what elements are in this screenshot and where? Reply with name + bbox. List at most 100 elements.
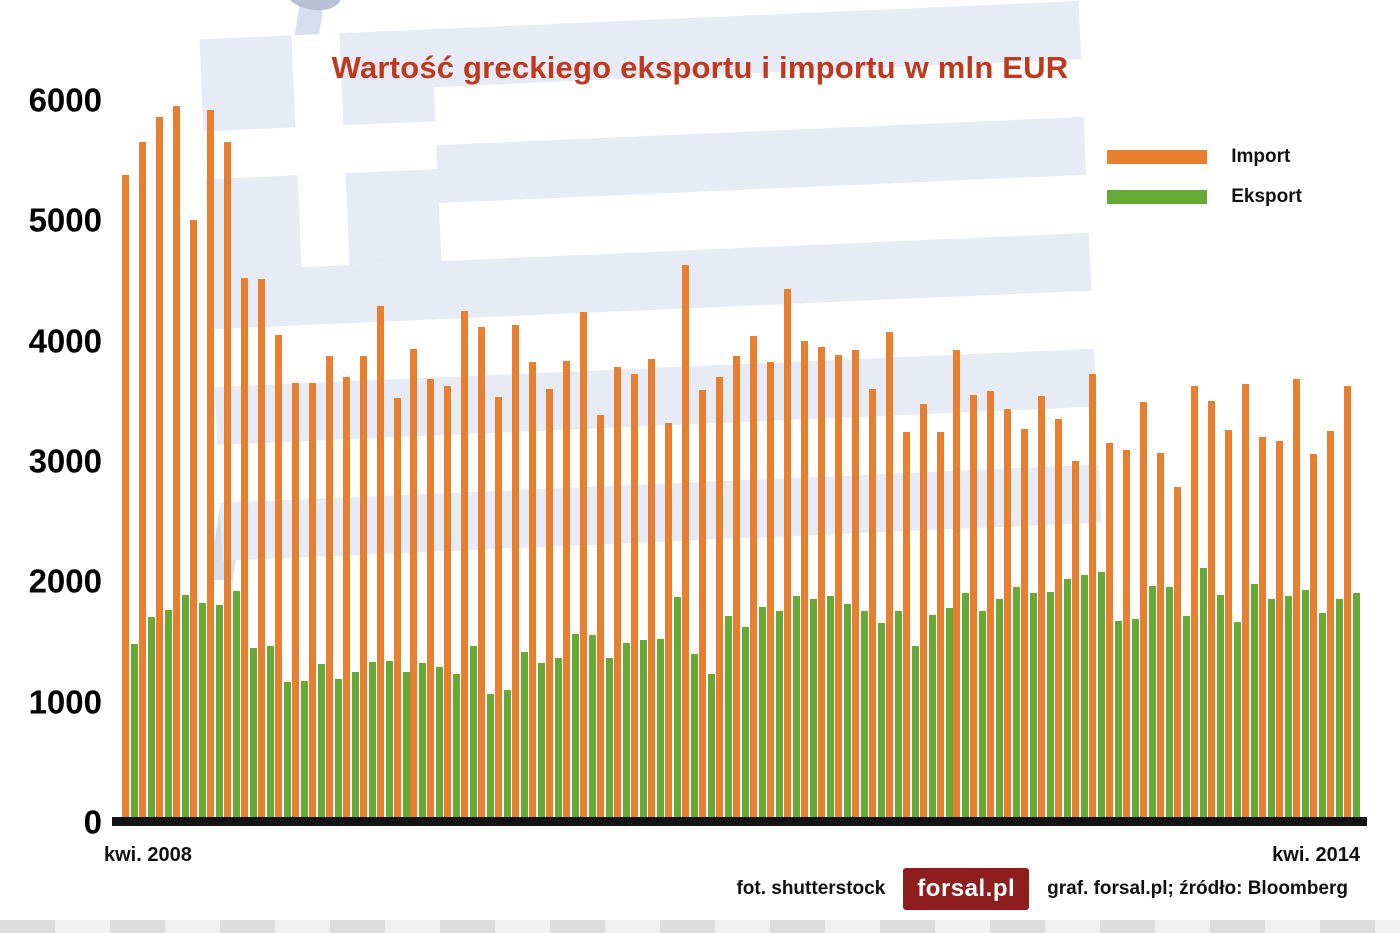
- bar-group: [138, 100, 155, 822]
- eksport-swatch: [1107, 190, 1208, 204]
- graphic-credit: graf. forsal.pl; źródło: Bloomberg: [1047, 878, 1348, 899]
- bar-group: [834, 100, 851, 822]
- export-bar: [1250, 583, 1258, 822]
- export-bar: [249, 647, 257, 822]
- import-bar: [393, 398, 401, 822]
- bar-group: [1123, 100, 1140, 822]
- bar-group: [648, 100, 665, 822]
- y-tick-label: 3000: [28, 442, 102, 480]
- footer-credits: fot. shutterstock forsal.pl graf. forsal…: [736, 868, 1348, 910]
- bar-group: [427, 100, 444, 822]
- export-bar: [758, 606, 766, 822]
- import-bar: [257, 279, 265, 822]
- bar-group: [529, 100, 546, 822]
- bar-group: [851, 100, 868, 822]
- import-bar: [1292, 379, 1300, 822]
- export-bar: [1200, 568, 1208, 822]
- y-tick-label: 0: [83, 803, 102, 841]
- import-bar: [1004, 409, 1012, 822]
- bar-group: [597, 100, 614, 822]
- export-bar: [131, 643, 138, 822]
- import-bar: [1241, 384, 1249, 822]
- export-bar: [707, 674, 715, 822]
- bar-group: [393, 100, 410, 822]
- export-bar: [928, 615, 936, 822]
- export-bar: [843, 604, 851, 822]
- bar-group: [580, 100, 597, 822]
- import-bar: [1157, 452, 1165, 822]
- export-bar: [860, 611, 868, 822]
- bar-group: [274, 100, 291, 822]
- import-bar: [783, 288, 791, 822]
- eksport-legend-label: Eksport: [1231, 186, 1302, 207]
- import-bar: [834, 355, 842, 822]
- export-bar: [1081, 575, 1089, 822]
- bar-group: [206, 100, 223, 822]
- bar-group: [614, 100, 631, 822]
- import-bar: [597, 415, 605, 822]
- export-bar: [979, 611, 987, 822]
- export-bar: [1149, 586, 1157, 822]
- bar-group: [376, 100, 393, 822]
- forsal-logo: forsal.pl: [903, 868, 1030, 910]
- export-bar: [1013, 587, 1021, 822]
- bar-group: [461, 100, 478, 822]
- bar-group: [715, 100, 732, 822]
- bar-group: [919, 100, 936, 822]
- bottom-photo-strip: [0, 920, 1400, 933]
- bar-group: [783, 100, 800, 822]
- bar-group: [681, 100, 698, 822]
- import-bar: [902, 432, 910, 822]
- export-bar: [470, 646, 478, 822]
- import-bar: [1089, 374, 1097, 822]
- export-bar: [809, 599, 817, 822]
- import-bar: [359, 356, 367, 822]
- export-bar: [232, 590, 240, 822]
- import-bar: [206, 109, 214, 822]
- import-bar: [376, 305, 384, 822]
- import-bar: [1106, 442, 1114, 822]
- import-bar: [1258, 436, 1266, 822]
- bar-group: [631, 100, 648, 822]
- import-bar: [987, 391, 995, 822]
- y-tick-label: 5000: [28, 201, 102, 239]
- import-bar: [698, 390, 706, 822]
- bar-group: [953, 100, 970, 822]
- export-bar: [674, 596, 681, 822]
- export-bar: [300, 681, 308, 822]
- y-axis: 0 1000 2000 3000 4000 5000 6000: [0, 84, 112, 839]
- import-bar: [325, 356, 333, 822]
- bar-group: [342, 100, 359, 822]
- import-bar: [512, 325, 520, 822]
- bar-group: [1208, 100, 1224, 822]
- bar-group: [1004, 100, 1021, 822]
- export-bar: [147, 617, 155, 822]
- bar-group: [885, 100, 902, 822]
- import-bar: [1021, 428, 1029, 822]
- export-bar: [1352, 593, 1360, 822]
- x-axis-start-label: kwi. 2008: [104, 844, 192, 866]
- import-bar: [868, 388, 876, 822]
- export-bar: [894, 611, 902, 822]
- bar-group: [512, 100, 529, 822]
- import-bar: [1326, 430, 1334, 822]
- export-bar: [538, 663, 546, 822]
- bar-group: [410, 100, 427, 822]
- import-bar: [410, 349, 418, 822]
- bar-group: [766, 100, 783, 822]
- export-bar: [1267, 599, 1275, 822]
- export-bar: [555, 658, 563, 822]
- import-bar: [681, 264, 689, 822]
- import-bar: [1275, 440, 1283, 822]
- import-bar: [885, 332, 893, 822]
- x-axis-line: [112, 817, 1367, 826]
- import-bar: [1072, 461, 1080, 822]
- bar-group: [1258, 100, 1275, 822]
- bar-group: [1140, 100, 1157, 822]
- import-bar: [240, 278, 248, 822]
- bar-group: [817, 100, 834, 822]
- bar-group: [325, 100, 342, 822]
- import-bar: [665, 422, 672, 822]
- import-bar: [1174, 487, 1182, 822]
- bar-group: [1224, 100, 1241, 822]
